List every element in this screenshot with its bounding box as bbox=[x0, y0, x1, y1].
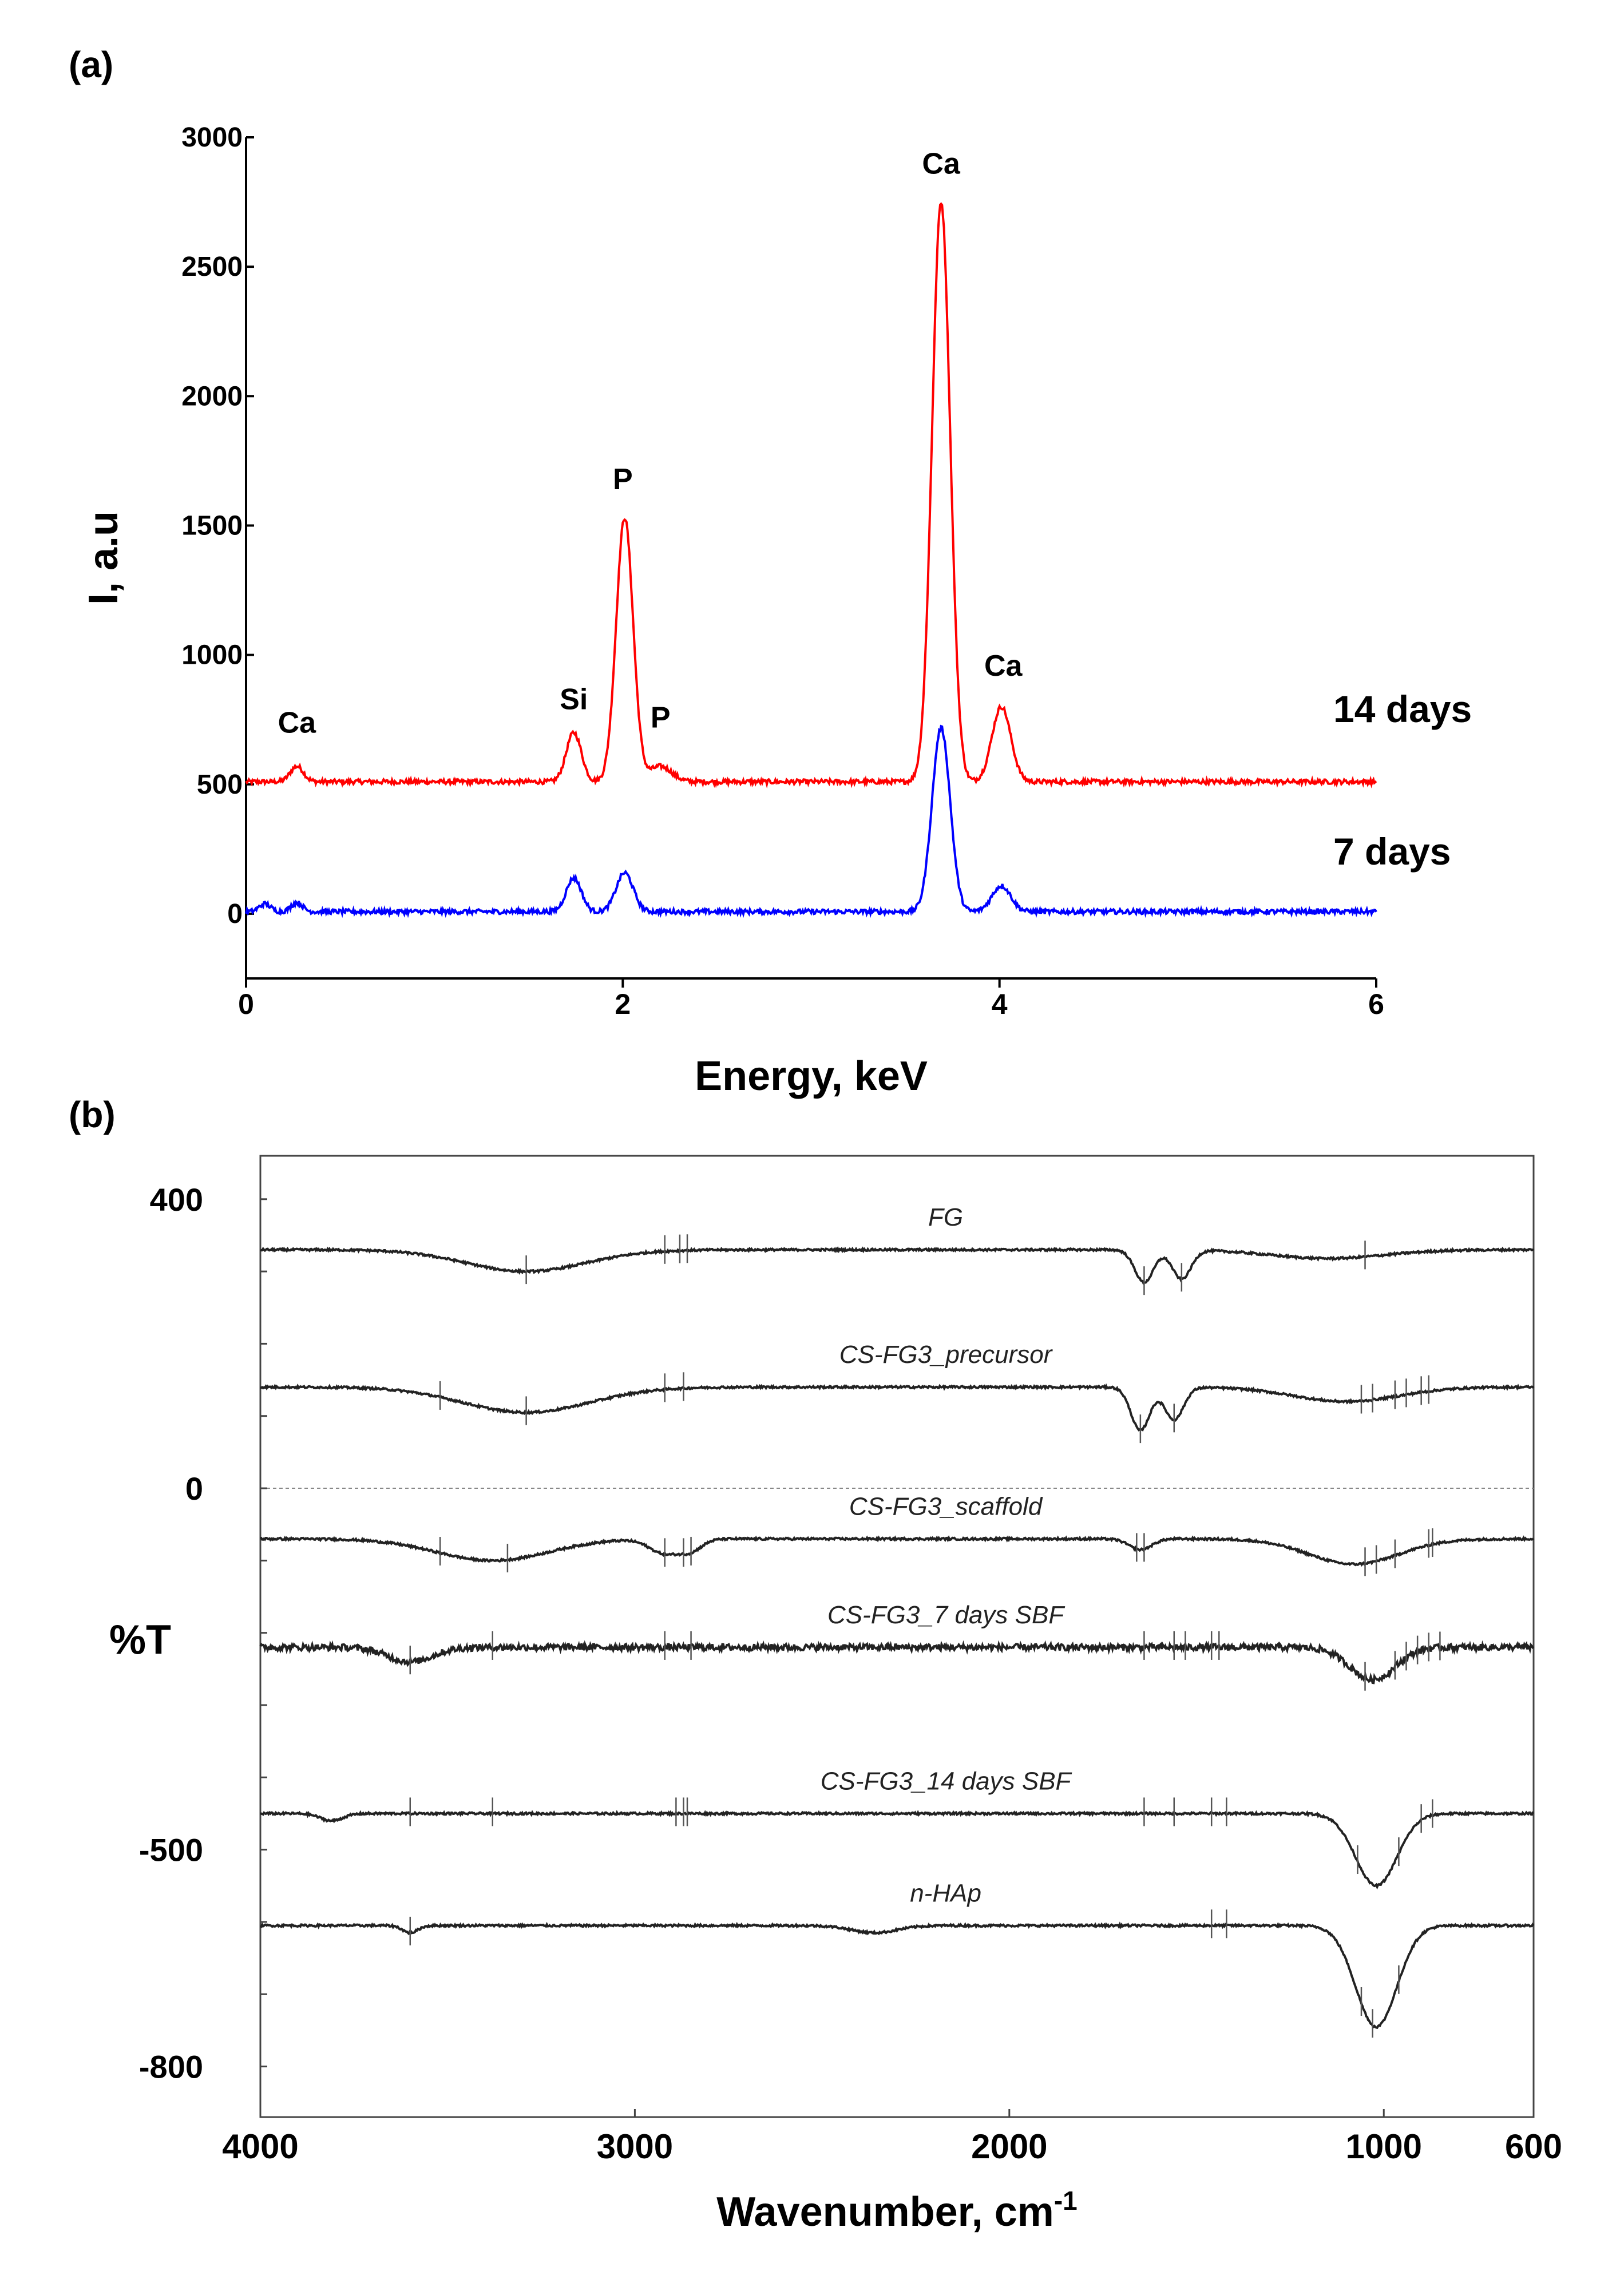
ftir-spectrum-label: n-HAp bbox=[910, 1879, 981, 1907]
ftir-spectra-group: FG CS-FG3_precursor CS-FG3_scaffold CS-FG3_… bbox=[259, 1203, 1535, 2038]
eds-peak-label: Ca bbox=[922, 147, 961, 180]
ftir-spectrum-label: CS-FG3_precursor bbox=[839, 1341, 1053, 1369]
ftir-x-axis-title-main: Wavenumber, cm bbox=[716, 2189, 1054, 2235]
eds-peak-label: P bbox=[613, 463, 633, 496]
ftir-y-tick-label: 400 bbox=[150, 1182, 203, 1218]
eds-x-tick-label: 2 bbox=[615, 988, 631, 1020]
ftir-x-tick-label: 1000 bbox=[1345, 2127, 1421, 2166]
eds-series-label: 14 days bbox=[1333, 688, 1472, 730]
ftir-plot-frame bbox=[259, 1155, 1535, 2118]
eds-series-label: 7 days bbox=[1333, 830, 1451, 873]
ftir-spectrum-line bbox=[260, 1535, 1535, 1567]
ftir-x-axis-title-sup: -1 bbox=[1054, 2186, 1078, 2215]
ftir-x-tick-label: 4000 bbox=[222, 2127, 298, 2166]
eds-x-tick-label: 6 bbox=[1368, 988, 1384, 1020]
ftir-spectrum-label: FG bbox=[928, 1203, 963, 1231]
ftir-x-tick-label: 2000 bbox=[971, 2127, 1047, 2166]
panel-b-label: (b) bbox=[69, 1094, 116, 1135]
ftir-spectrum-line bbox=[260, 1921, 1535, 2029]
eds-y-tick-label: 0 bbox=[227, 899, 243, 929]
ftir-y-tick-label: 0 bbox=[185, 1471, 203, 1507]
ftir-x-tick-label: 3000 bbox=[597, 2127, 673, 2166]
ftir-y-axis-title: %T bbox=[109, 1617, 171, 1663]
ftir-spectrum-label: CS-FG3_scaffold bbox=[849, 1492, 1043, 1520]
eds-y-tick-label: 2000 bbox=[181, 381, 243, 411]
panel-a-label: (a) bbox=[69, 44, 113, 85]
eds-x-tick-label: 0 bbox=[238, 988, 254, 1020]
ftir-spectrum-line bbox=[260, 1810, 1534, 1890]
ftir-spectrum-label: CS-FG3_7 days SBF bbox=[827, 1601, 1065, 1629]
eds-x-tick-label: 4 bbox=[992, 988, 1008, 1020]
ftir-y-tick-label: -500 bbox=[139, 1832, 203, 1868]
eds-x-axis-title: Energy, keV bbox=[695, 1053, 928, 1099]
eds-y-tick-label: 1000 bbox=[181, 640, 243, 671]
ftir-y-tick-label: -800 bbox=[139, 2049, 203, 2085]
eds-series-line-7-days bbox=[245, 724, 1377, 918]
eds-axes: 0 2 4 6 0 500 1000 1500 2000 2500 3000 bbox=[181, 122, 1384, 1020]
eds-chart: 0 2 4 6 0 500 1000 1500 2000 2500 3000 Ca Si P P Ca Ca 1… bbox=[81, 122, 1472, 1099]
ftir-spectrum-line bbox=[260, 1383, 1535, 1432]
eds-y-tick-label: 2500 bbox=[181, 252, 243, 282]
ftir-spectrum-line bbox=[259, 1640, 1535, 1685]
eds-peak-label: P bbox=[651, 701, 671, 734]
eds-peak-label: Ca bbox=[278, 706, 317, 739]
ftir-spectrum-line bbox=[259, 1246, 1535, 1285]
eds-y-tick-label: 1500 bbox=[181, 510, 243, 541]
eds-peak-label: Ca bbox=[984, 649, 1023, 683]
eds-peak-label: Si bbox=[560, 683, 588, 716]
eds-series-line-14-days bbox=[245, 202, 1377, 789]
eds-y-axis-title: I, a.u bbox=[81, 511, 126, 605]
eds-y-tick-label: 500 bbox=[197, 770, 243, 800]
eds-series-group bbox=[245, 202, 1377, 918]
eds-peak-labels: Ca Si P P Ca Ca 14 days 7 days bbox=[278, 147, 1472, 873]
ftir-spectrum-label: CS-FG3_14 days SBF bbox=[821, 1767, 1072, 1795]
ftir-x-axis-title: Wavenumber, cm-1 bbox=[716, 2186, 1077, 2235]
ftir-x-tick-label: 600 bbox=[1505, 2127, 1562, 2166]
eds-y-tick-label: 3000 bbox=[181, 122, 243, 153]
